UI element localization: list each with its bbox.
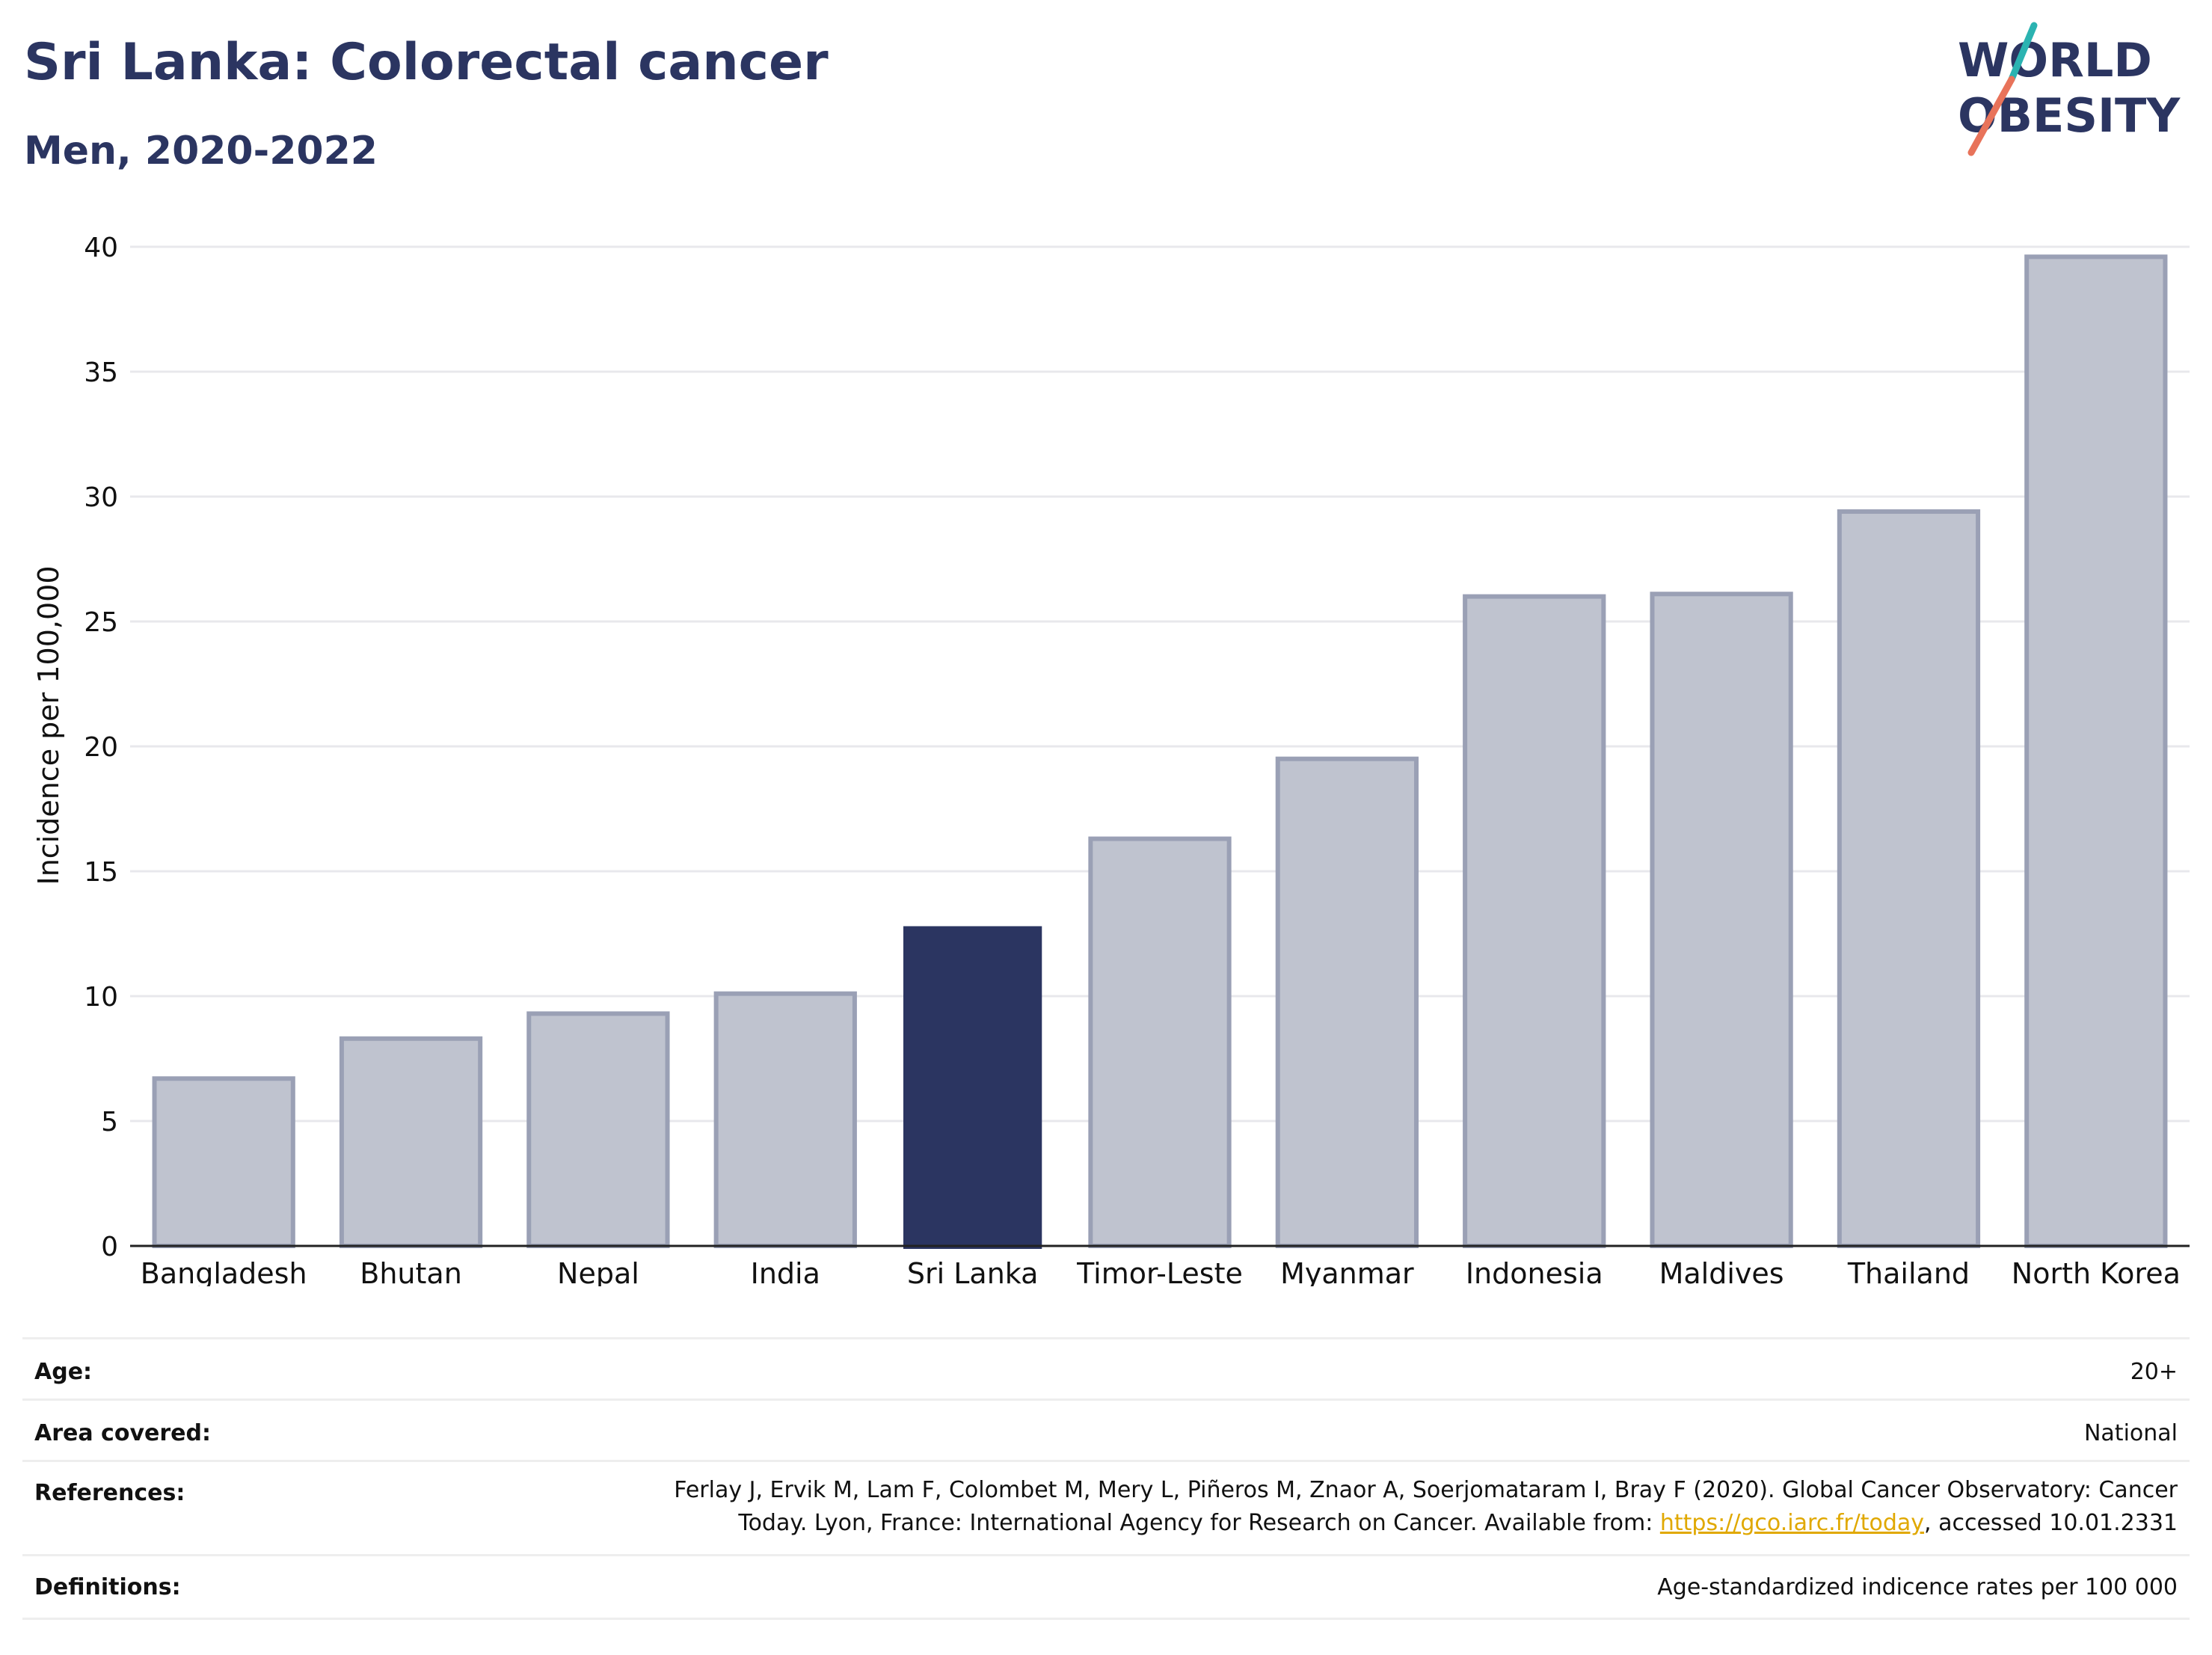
y-tick-label: 5	[101, 1107, 118, 1137]
meta-label-references: References:	[34, 1480, 185, 1506]
bar-timor-leste	[1088, 836, 1232, 1248]
references-line-2-start: Today. Lyon, France: International Agenc…	[738, 1510, 1660, 1536]
bar-india	[713, 991, 857, 1249]
bar-chart: 0 5 10 15 20 25 30 35 40 Bangladesh Bhutan Nepal Ind…	[32, 233, 2190, 1286]
x-tick-label: Indonesia	[1466, 1257, 1603, 1286]
x-tick-label: North Korea	[2012, 1257, 2181, 1286]
logo-slash-teal	[2008, 22, 2038, 83]
bar-myanmar	[1275, 756, 1419, 1248]
y-tick-label: 25	[84, 607, 118, 638]
meta-label-age: Age:	[34, 1359, 93, 1385]
bar-nepal	[526, 1011, 670, 1248]
x-tick-label: Myanmar	[1280, 1257, 1414, 1286]
bar-indonesia	[1463, 594, 1606, 1248]
page-title: Sri Lanka: Colorectal cancer	[24, 33, 829, 92]
meta-row-age: Age: 20+	[22, 1337, 2190, 1401]
bar-bangladesh	[152, 1076, 295, 1248]
y-tick-label: 15	[84, 857, 118, 888]
meta-row-area: Area covered: National	[22, 1398, 2190, 1462]
meta-row-references: References: Ferlay J, Ervik M, Lam F, Co…	[22, 1460, 2190, 1556]
logo-slash-coral	[1967, 76, 2015, 156]
page-subtitle: Men, 2020-2022	[24, 129, 378, 174]
y-tick-label: 30	[84, 482, 118, 513]
references-link[interactable]: https://gco.iarc.fr/today	[1659, 1510, 1925, 1536]
x-tick-label: Timor-Leste	[1076, 1257, 1243, 1286]
meta-value-references: Ferlay J, Ervik M, Lam F, Colombet M, Me…	[674, 1474, 2178, 1540]
axis-layer: 0 5 10 15 20 25 30 35 40 Bangladesh Bhutan Nepal Ind…	[84, 233, 2190, 1286]
bar-thailand	[1837, 509, 1981, 1248]
bar-sri-lanka	[903, 926, 1042, 1249]
y-tick-label: 0	[101, 1232, 118, 1262]
bar-bhutan	[339, 1036, 483, 1249]
bar-maldives	[1650, 592, 1793, 1248]
meta-value-age: 20+	[2130, 1359, 2178, 1385]
meta-value-definitions: Age-standardized indicence rates per 100…	[1657, 1574, 2178, 1600]
logo-text-world: WORLD	[1958, 33, 2152, 87]
references-line-1: Ferlay J, Ervik M, Lam F, Colombet M, Me…	[674, 1477, 2178, 1503]
y-tick-label: 20	[84, 732, 118, 763]
x-tick-label: Sri Lanka	[907, 1257, 1039, 1286]
y-axis-label: Incidence per 100,000	[32, 565, 65, 885]
bar-north-korea	[2024, 254, 2168, 1248]
meta-row-definitions: Definitions: Age-standardized indicence …	[22, 1554, 2190, 1620]
meta-label-area: Area covered:	[34, 1420, 211, 1446]
meta-label-definitions: Definitions:	[34, 1574, 181, 1600]
bar-layer	[152, 254, 2168, 1249]
meta-value-area: National	[2083, 1420, 2178, 1446]
world-obesity-logo: WORLD OBESITY	[1958, 22, 2181, 156]
x-tick-label: Thailand	[1847, 1257, 1970, 1286]
x-tick-label: India	[751, 1257, 820, 1286]
y-tick-label: 40	[84, 233, 118, 263]
y-tick-label: 35	[84, 357, 118, 388]
x-tick-label: Maldives	[1659, 1257, 1784, 1286]
x-tick-label: Nepal	[557, 1257, 639, 1286]
x-tick-label: Bhutan	[360, 1257, 462, 1286]
references-line-2-end: , accessed 10.01.2331	[1924, 1510, 2178, 1536]
y-tick-label: 10	[84, 982, 118, 1013]
references-line-2: Today. Lyon, France: International Agenc…	[674, 1507, 2178, 1540]
x-tick-label: Bangladesh	[141, 1257, 307, 1286]
